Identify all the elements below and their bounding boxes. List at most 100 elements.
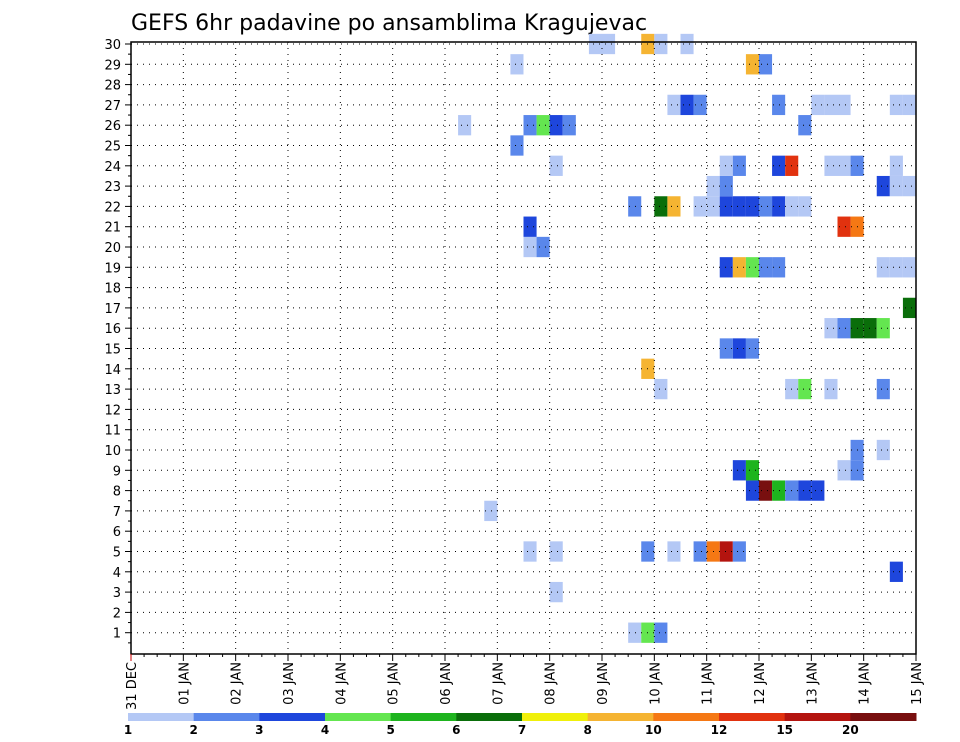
heatmap-cell — [889, 94, 903, 116]
y-tick-label: 23 — [104, 180, 121, 195]
y-tick-label: 4 — [113, 566, 121, 581]
heatmap-cell — [628, 622, 642, 643]
legend-label: 15 — [776, 723, 793, 737]
chart-title: GEFS 6hr padavine po ansamblima Kragujev… — [131, 11, 647, 36]
heatmap-cell — [654, 196, 668, 217]
heatmap-cell — [510, 135, 524, 156]
heatmap-cell — [484, 500, 498, 522]
legend-label: 6 — [452, 723, 460, 737]
heatmap-cell — [654, 622, 668, 643]
heatmap-cell — [876, 439, 890, 461]
heatmap-cell — [876, 318, 890, 339]
x-axis: 31 DEC 01 JAN 02 JAN 03 JAN 04 JAN 05 JAN 06 J… — [125, 654, 925, 710]
x-tick-label: 13 JAN — [805, 662, 820, 705]
x-tick-label: 11 JAN — [701, 662, 716, 705]
heatmap-cell — [745, 257, 759, 278]
x-tick-label: 07 JAN — [491, 662, 506, 705]
heatmap-cell — [693, 541, 707, 562]
legend-swatch — [587, 713, 654, 721]
heatmap-cell — [602, 33, 616, 55]
legend-label: 2 — [189, 723, 197, 737]
x-tick-label: 06 JAN — [439, 662, 454, 705]
heatmap-cell — [693, 94, 707, 116]
y-tick-label: 1 — [113, 627, 121, 642]
legend-label: 3 — [255, 723, 263, 737]
heatmap-cell — [902, 297, 916, 319]
legend-label: 8 — [583, 723, 591, 737]
y-tick-label: 7 — [113, 505, 121, 520]
heatmap-cell — [536, 115, 550, 136]
heatmap-cell — [876, 378, 890, 400]
legend-swatch — [193, 713, 260, 721]
x-tick-label: 09 JAN — [596, 662, 611, 705]
legend-label: 12 — [711, 723, 728, 737]
y-tick-label: 14 — [104, 363, 121, 378]
x-tick-label: 08 JAN — [544, 662, 559, 705]
heatmap-cell — [549, 581, 563, 603]
legend-swatch — [325, 713, 392, 721]
legend-label: 5 — [386, 723, 394, 737]
chart-grid — [131, 42, 916, 654]
y-tick-label: 6 — [113, 525, 121, 540]
heatmap-cell — [759, 196, 773, 217]
heatmap-cell — [719, 257, 733, 278]
y-tick-label: 21 — [104, 221, 121, 236]
heatmap-cell — [732, 196, 746, 217]
heatmap-cell — [732, 338, 746, 359]
heatmap-cell — [588, 33, 602, 55]
legend-label: 10 — [645, 723, 662, 737]
y-tick-label: 22 — [104, 200, 121, 215]
heatmap-cell — [745, 460, 759, 481]
heatmap-cell — [876, 257, 890, 278]
heatmap-cell — [536, 236, 550, 258]
heatmap-cell — [693, 196, 707, 217]
heatmap-cell — [745, 480, 759, 501]
heatmap-cell — [732, 257, 746, 278]
y-tick-label: 15 — [104, 343, 121, 358]
y-tick-label: 5 — [113, 546, 121, 561]
y-tick-label: 13 — [104, 383, 121, 398]
heatmap-cell — [759, 54, 773, 75]
heatmap-cell — [654, 33, 668, 55]
heatmap-cell — [719, 155, 733, 176]
heatmap-cell — [837, 94, 851, 116]
heatmap-cell — [745, 54, 759, 75]
heatmap-cell — [732, 155, 746, 176]
heatmap-cell — [523, 115, 537, 136]
heatmap-cell — [811, 94, 825, 116]
heatmap-cell — [889, 155, 903, 176]
heatmap-cell — [824, 94, 838, 116]
heatmap-cell — [523, 541, 537, 562]
legend-label: 4 — [321, 723, 329, 737]
x-tick-label: 10 JAN — [648, 662, 663, 705]
y-tick-label: 3 — [113, 586, 121, 601]
heatmap-cell — [837, 216, 851, 237]
y-tick-label: 20 — [104, 241, 121, 256]
y-tick-label: 19 — [104, 261, 121, 276]
heatmap-cell — [889, 561, 903, 582]
heatmap-cell — [719, 196, 733, 217]
legend-swatch — [390, 713, 457, 721]
x-tick-label: 01 JAN — [177, 662, 192, 705]
heatmap-cell — [889, 175, 903, 197]
heatmap-cell — [654, 378, 668, 400]
heatmap-cell — [798, 196, 812, 217]
legend-swatch — [653, 713, 720, 721]
y-tick-label: 2 — [113, 606, 121, 621]
y-tick-label: 30 — [104, 38, 121, 53]
x-tick-label: 14 JAN — [858, 662, 873, 705]
legend-label: 20 — [842, 723, 859, 737]
heatmap-cell — [772, 94, 786, 116]
y-tick-label: 25 — [104, 140, 121, 155]
legend-swatch — [456, 713, 523, 721]
y-tick-label: 24 — [104, 160, 121, 175]
heatmap-cell — [680, 94, 694, 116]
x-tick-label: 03 JAN — [282, 662, 297, 705]
heatmap-cell — [458, 115, 472, 136]
legend-swatch — [719, 713, 786, 721]
heatmap-cell — [811, 480, 825, 501]
heatmap-cell — [667, 196, 681, 217]
heatmap-cell — [719, 541, 733, 562]
heatmap-cell — [549, 155, 563, 176]
heatmap-cell — [902, 94, 916, 116]
